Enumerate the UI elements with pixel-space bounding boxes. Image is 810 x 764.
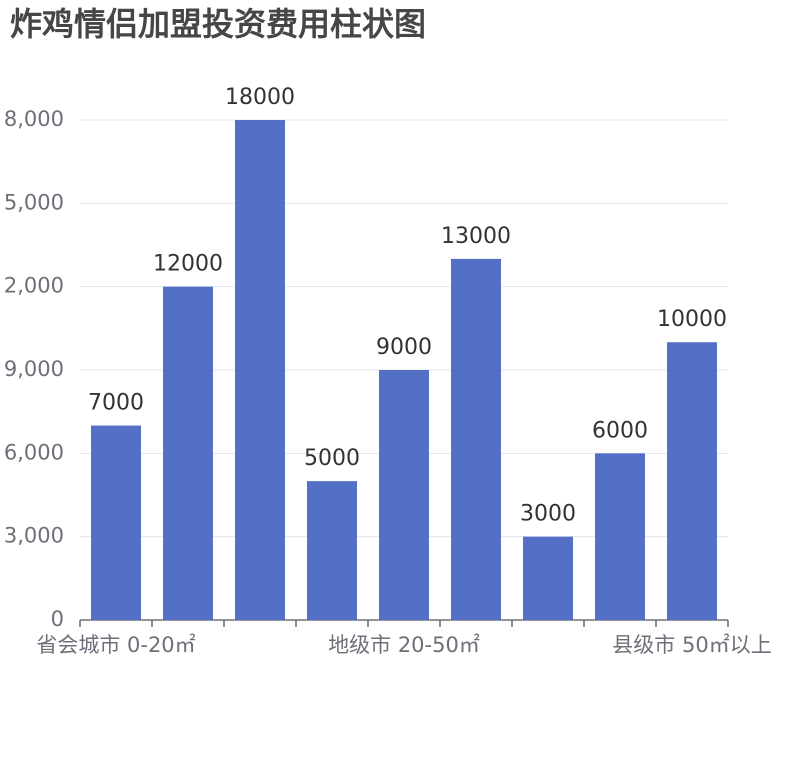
chart-title: 炸鸡情侣加盟投资费用柱状图 — [10, 5, 426, 43]
y-tick-label: 9,000 — [4, 357, 64, 381]
value-label: 7000 — [88, 391, 144, 416]
y-tick-label: 8,000 — [4, 107, 64, 131]
bar — [235, 120, 285, 620]
bar — [91, 425, 141, 620]
bar — [667, 342, 717, 620]
value-label: 5000 — [304, 446, 360, 471]
bar — [595, 453, 645, 620]
bar — [379, 370, 429, 620]
y-tick-label: 3,000 — [4, 524, 64, 548]
x-tick-label: 省会城市 0-20㎡ — [36, 633, 195, 657]
bar — [451, 258, 501, 620]
value-label: 13000 — [441, 224, 511, 249]
x-tick-label: 县级市 50㎡以上 — [612, 633, 771, 657]
value-label: 10000 — [657, 307, 727, 332]
y-tick-label: 6,000 — [4, 440, 64, 464]
y-tick-label: 5,000 — [4, 190, 64, 214]
bar — [163, 286, 213, 620]
y-tick-label: 0 — [51, 607, 64, 631]
y-tick-label: 2,000 — [4, 274, 64, 298]
x-tick-label: 地级市 20-50㎡ — [328, 633, 480, 657]
bar — [523, 536, 573, 620]
value-label: 9000 — [376, 335, 432, 360]
value-label: 3000 — [520, 502, 576, 527]
bar — [307, 481, 357, 620]
value-label: 18000 — [225, 85, 295, 110]
value-label: 6000 — [592, 418, 648, 443]
value-label: 12000 — [153, 252, 223, 277]
